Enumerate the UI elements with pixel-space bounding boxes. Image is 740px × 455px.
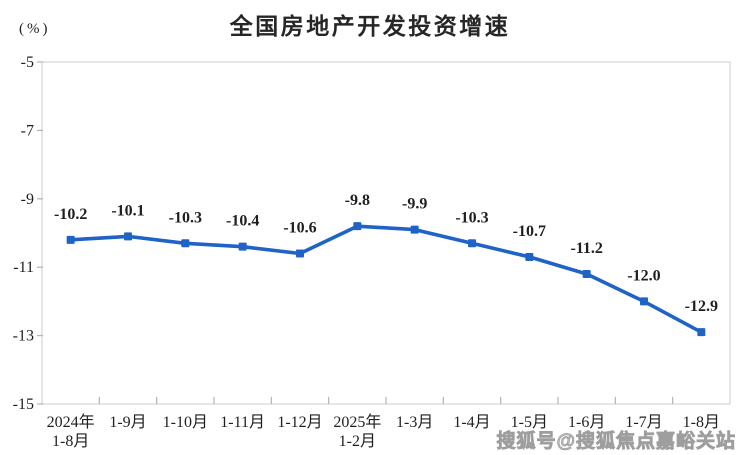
y-axis-tick-label: -15: [13, 396, 34, 413]
data-label: -12.0: [627, 267, 660, 284]
data-label: -10.4: [226, 213, 259, 230]
data-point-marker: [353, 222, 362, 231]
data-point-marker: [582, 270, 591, 279]
x-axis-label: 1-11月: [220, 414, 265, 431]
data-point-marker: [181, 239, 190, 248]
y-axis-tick-label: -9: [21, 191, 34, 208]
data-point-marker: [468, 239, 476, 248]
x-axis-label: 1-9月: [109, 414, 146, 431]
data-label: -10.3: [169, 209, 202, 226]
x-axis-label: 2024年 1-8月: [47, 413, 95, 450]
data-point-marker: [238, 242, 247, 251]
data-point-markers: [66, 222, 706, 337]
y-axis-tick-label: -11: [13, 259, 34, 276]
x-axis-label: 2025年 1-2月: [333, 413, 381, 450]
x-axis-label: 1-3月: [396, 414, 433, 431]
plot-border: [41, 61, 731, 405]
data-point-marker: [697, 328, 706, 337]
data-line: [68, 224, 704, 335]
data-label: -10.7: [513, 223, 546, 240]
x-axis-label: 1-7月: [625, 414, 662, 431]
data-point-marker: [525, 252, 534, 261]
x-axis-ticks: [98, 397, 674, 404]
x-axis-labels: 2024年 1-8月 1-9月 1-10月 1-11月 1-12月 2025年 1-2月 1-3…: [47, 413, 720, 450]
x-axis-label: 1-4月: [453, 414, 490, 431]
x-axis-label: 1-8月: [683, 414, 720, 431]
y-axis: -5 -7 -9 -11 -13 -15: [13, 54, 43, 413]
y-axis-tick-label: -7: [21, 122, 34, 139]
data-label: -10.6: [283, 220, 316, 237]
y-axis-unit-label: (%): [19, 21, 51, 37]
data-label: -10.2: [54, 206, 87, 223]
x-axis-label: 1-12月: [277, 414, 322, 431]
data-point-marker: [640, 297, 648, 306]
data-label: -10.3: [455, 209, 488, 226]
data-label: -9.9: [402, 196, 427, 213]
x-axis-label: 1-6月: [568, 414, 605, 431]
data-point-marker: [296, 249, 304, 258]
data-label: -12.9: [685, 298, 718, 315]
chart-title: 全国房地产开发投资增速: [229, 13, 511, 39]
y-axis-tick-label: -13: [13, 328, 34, 345]
data-label: -11.2: [570, 240, 602, 257]
data-label: -9.8: [345, 192, 370, 209]
data-point-marker: [410, 225, 419, 234]
data-point-marker: [124, 232, 132, 241]
y-axis-tick-label: -5: [21, 54, 34, 71]
data-label: -10.1: [111, 202, 144, 219]
x-axis-label: 1-5月: [511, 414, 548, 431]
data-labels: -10.2 -10.1 -10.3 -10.4 -10.6 -9.8 -9.9 -10.3 -1…: [54, 192, 718, 315]
data-point-marker: [66, 235, 75, 244]
x-axis-label: 1-10月: [163, 414, 208, 431]
